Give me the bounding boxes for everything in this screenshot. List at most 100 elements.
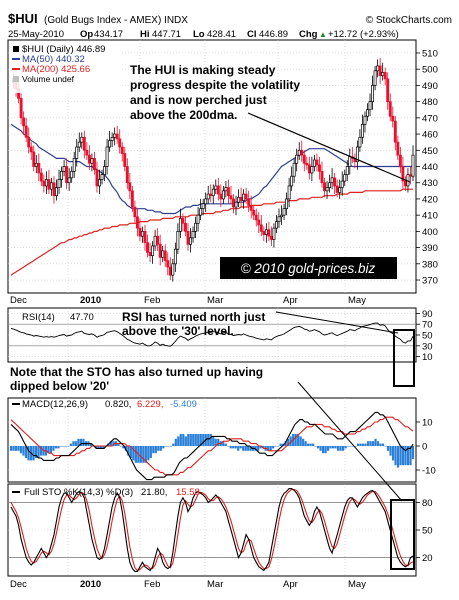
macd-hist-bar: [49, 446, 53, 454]
candle-body: [199, 208, 203, 216]
candle-body: [178, 218, 182, 232]
candle-body: [115, 133, 119, 140]
macd-hist-bar: [54, 446, 58, 449]
macd-legend-value: 0.820,: [105, 399, 131, 410]
macd-hist-bar: [381, 443, 385, 446]
candle-body: [290, 175, 294, 187]
macd-hist-bar: [287, 438, 290, 446]
macd-hist-bar: [227, 446, 230, 447]
candle-body: [42, 180, 46, 187]
low-value: 428.41: [207, 29, 236, 40]
candle-body: [234, 201, 238, 208]
trendline: [247, 112, 411, 183]
macd-hist-bar: [399, 446, 402, 466]
macd-hist-bar: [366, 441, 370, 446]
candle-body: [95, 169, 99, 187]
macd-hist-bar: [277, 446, 280, 447]
y-tick-label: 480: [422, 97, 438, 108]
candle-body: [44, 179, 48, 187]
bottom-x-axis: Dec 2010 Feb Mar Apr May: [10, 579, 366, 590]
close-label: Cl: [247, 29, 257, 40]
volume-legend-swatch: [13, 76, 19, 82]
candle-body: [138, 227, 142, 237]
macd-hist-bar: [9, 446, 13, 451]
rsi-legend-name: RSI(14): [22, 312, 55, 323]
macd-hist-bar: [319, 446, 322, 451]
macd-hist-bar: [401, 446, 405, 466]
macd-hist-bar: [132, 446, 135, 461]
candle-body: [320, 171, 324, 184]
y-tick-label: 460: [422, 130, 438, 141]
candle-body: [130, 190, 134, 208]
macd-panel-frame: [7, 397, 417, 483]
candle-body: [333, 177, 337, 187]
macd-hist-bar: [154, 446, 157, 454]
candle-body: [34, 162, 38, 167]
sto-d-line: [10, 488, 414, 572]
macd-hist-bar: [19, 446, 23, 454]
bottom-x-label-feb: Feb: [144, 579, 160, 590]
macd-hist-bar: [162, 446, 165, 449]
macd-hist-bar: [269, 446, 272, 451]
price-note-line-2: progress despite the volatility: [130, 78, 300, 92]
candle-body: [82, 136, 86, 151]
macd-hist-bar: [327, 446, 330, 451]
price-x-axis: Dec 2010 Feb Mar Apr May: [10, 295, 366, 306]
macd-hist-bar: [174, 438, 177, 446]
candle-body: [72, 158, 76, 172]
candle-body: [161, 250, 165, 258]
candle-body: [348, 156, 352, 167]
macd-hist-bar: [24, 446, 28, 458]
macd-hist-bar: [386, 446, 390, 451]
candle-body: [176, 231, 180, 250]
candle-body: [295, 154, 299, 164]
candle-body: [254, 214, 258, 221]
macd-hist-bar: [167, 446, 170, 447]
candle-body: [300, 149, 304, 156]
macd-hist-bar: [284, 441, 287, 446]
high-value: 447.71: [152, 29, 181, 40]
candle-body: [118, 138, 122, 148]
macd-hist-bar: [349, 446, 352, 447]
change-value: +12.72 (+2.93%): [328, 29, 399, 40]
y-tick-label: 90: [422, 309, 433, 320]
candle-body: [52, 182, 56, 197]
sto-note-line-1: Note that the STO has also turned up hav…: [10, 365, 263, 379]
open-label: Op: [80, 29, 93, 40]
ma200-line: [10, 188, 413, 276]
macd-hist-bar: [177, 436, 180, 446]
candle-body: [330, 177, 334, 184]
candle-body: [62, 166, 66, 172]
macd-hist-bar: [187, 434, 190, 446]
price-legend-bg: [10, 42, 122, 93]
candle-body: [259, 224, 263, 232]
macd-hist-bar: [237, 446, 240, 451]
macd-hist-bar: [27, 446, 30, 461]
rsi-note-line-1: RSI has turned north just: [122, 310, 265, 324]
y-tick-label: 440: [422, 162, 438, 173]
macd-hist-bar: [159, 446, 162, 451]
candle-body: [305, 162, 309, 166]
candle-body: [363, 115, 367, 125]
y-tick-label: 410: [422, 211, 438, 222]
candle-body: [221, 190, 225, 200]
macd-hist-bar: [117, 443, 120, 446]
candle-body: [232, 198, 235, 208]
macd-hist-bar: [214, 438, 217, 446]
candle-body: [156, 235, 160, 245]
candle-body: [135, 216, 139, 229]
candle-body: [168, 266, 172, 276]
candle-body: [75, 146, 79, 159]
candle-body: [381, 72, 385, 77]
candle-body: [60, 171, 64, 180]
macd-hist-bar: [59, 446, 63, 447]
macd-hist-bar: [67, 446, 70, 447]
change-up-icon: ▲: [319, 30, 327, 39]
candle-body: [297, 149, 301, 156]
macd-hist-bar: [12, 446, 15, 451]
candle-body: [325, 187, 329, 192]
rsi-note-line-2: above the '30' level.: [122, 324, 234, 338]
candle-body: [409, 174, 412, 177]
bottom-x-label-mar: Mar: [207, 579, 223, 590]
